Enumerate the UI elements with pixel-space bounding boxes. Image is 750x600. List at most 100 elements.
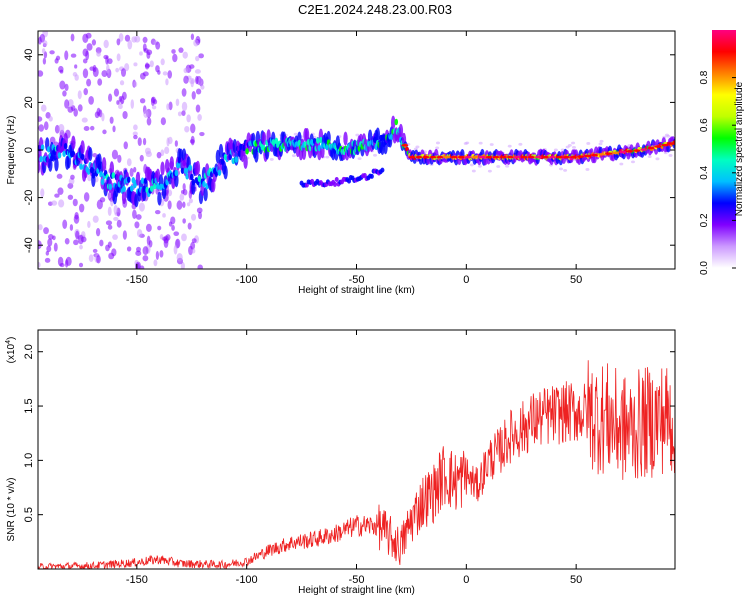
noise-blob — [181, 110, 186, 116]
y-tick-label: -20 — [23, 190, 35, 206]
ridge-peak — [548, 155, 556, 159]
noise-blob — [190, 213, 197, 221]
ridge-core — [316, 137, 320, 144]
noise-blob — [373, 153, 378, 157]
ridge-halo — [135, 171, 141, 186]
colorbar-tick-label: 0.6 — [699, 118, 710, 132]
noise-blob — [357, 157, 362, 161]
noise-blob — [181, 233, 187, 242]
noise-blob — [58, 124, 65, 133]
ridge-core — [111, 172, 116, 179]
ridge-peak — [654, 145, 662, 148]
x-tick-label: -50 — [349, 274, 365, 286]
noise-blob — [83, 125, 90, 131]
noise-blob — [138, 202, 145, 212]
noise-blob — [176, 253, 183, 262]
ridge-peak — [464, 155, 472, 159]
noise-blob — [109, 116, 114, 124]
noise-blob — [89, 66, 95, 71]
ridge-peak — [605, 152, 613, 155]
noise-blob — [88, 96, 94, 105]
ridge-halo — [390, 115, 396, 130]
ridge-peak — [591, 153, 599, 157]
ridge-peak — [534, 155, 542, 159]
y-tick-label: 1.0 — [23, 453, 35, 468]
noise-blob — [188, 245, 193, 256]
ridge-peak — [513, 155, 521, 159]
noise-blob — [194, 69, 201, 74]
noise-blob — [45, 250, 50, 256]
noise-blob — [112, 234, 118, 240]
noise-blob — [101, 70, 108, 78]
noise-blob — [137, 137, 142, 147]
noise-blob — [64, 83, 69, 92]
noise-blob — [195, 55, 200, 62]
noise-blob — [190, 135, 195, 146]
noise-blob — [180, 190, 185, 195]
x-tick-label: 50 — [570, 574, 582, 586]
noise-blob — [65, 256, 72, 266]
ridge-peak — [506, 155, 514, 159]
noise-blob — [54, 58, 59, 64]
noise-blob — [355, 133, 360, 137]
noise-blob — [70, 53, 77, 58]
x-axis-label: Height of straight line (km) — [298, 585, 415, 596]
noise-blob — [143, 109, 149, 118]
noise-blob — [477, 164, 482, 168]
snr-series-line — [38, 360, 675, 569]
noise-blob — [190, 123, 196, 134]
noise-blob — [325, 155, 330, 159]
ridge-peak — [492, 155, 500, 159]
noise-blob — [518, 142, 523, 146]
x-tick-label: 50 — [570, 274, 582, 286]
noise-blob — [415, 145, 420, 149]
ridge-core — [174, 169, 179, 177]
noise-blob — [599, 139, 604, 143]
y-tick-label: -40 — [23, 237, 35, 253]
y-multiplier-label: (x104) — [5, 337, 17, 364]
noise-blob — [199, 131, 205, 137]
noise-blob — [195, 88, 202, 95]
noise-blob — [133, 124, 138, 131]
noise-blob — [142, 137, 147, 146]
ridge-core — [122, 185, 126, 193]
noise-blob — [119, 80, 125, 86]
noise-blob — [135, 262, 140, 269]
noise-blob — [487, 169, 492, 173]
noise-blob — [97, 78, 103, 86]
noise-blob — [99, 239, 104, 247]
noise-blob — [116, 53, 121, 62]
noise-blob — [92, 152, 98, 158]
noise-blob — [142, 36, 148, 44]
noise-blob — [183, 67, 188, 74]
x-tick-label: 0 — [463, 274, 469, 286]
ridge-core — [389, 133, 394, 140]
spectrogram-layer — [38, 31, 675, 269]
noise-blob — [181, 101, 188, 112]
noise-blob — [96, 199, 103, 210]
noise-blob — [157, 225, 162, 231]
noise-blob — [123, 141, 128, 150]
ridge-peak — [661, 143, 669, 147]
noise-blob — [164, 146, 170, 155]
noise-blob — [69, 224, 74, 231]
noise-blob — [124, 34, 131, 42]
noise-blob — [619, 162, 624, 166]
noise-blob — [200, 84, 205, 90]
noise-blob — [38, 70, 44, 77]
noise-blob — [48, 116, 53, 122]
noise-blob — [182, 218, 186, 224]
noise-blob — [186, 202, 191, 207]
noise-blob — [170, 216, 176, 225]
noise-blob — [145, 151, 152, 158]
noise-blob — [113, 205, 118, 215]
noise-blob — [82, 58, 88, 64]
noise-blob — [190, 33, 195, 41]
noise-blob — [139, 154, 144, 162]
noise-blob — [146, 51, 151, 59]
ridge-peak — [471, 155, 479, 159]
noise-blob — [151, 105, 157, 110]
ridge-core — [245, 148, 249, 155]
noise-blob — [142, 255, 149, 262]
noise-blob — [92, 215, 99, 223]
